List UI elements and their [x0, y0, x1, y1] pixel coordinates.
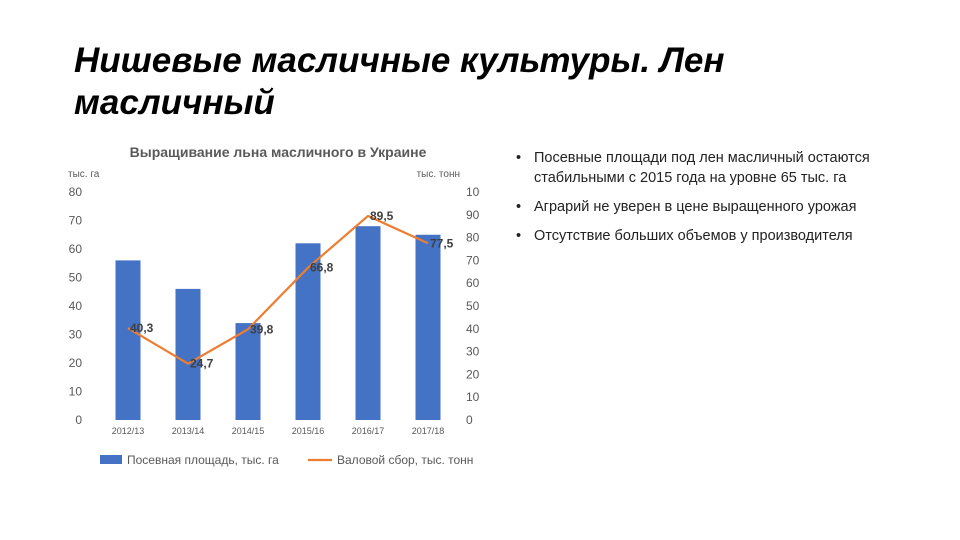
y-right-tick-label: 60	[466, 276, 480, 290]
x-tick-label: 2014/15	[232, 426, 265, 436]
x-tick-label: 2015/16	[292, 426, 325, 436]
y-right-tick-label: 0	[466, 413, 473, 427]
bar	[415, 234, 441, 420]
y-left-tick-label: 50	[69, 271, 83, 285]
data-label: 89,5	[370, 209, 394, 223]
y-right-tick-label: 90	[466, 208, 480, 222]
data-label: 24,7	[190, 357, 214, 371]
x-tick-label: 2013/14	[172, 426, 205, 436]
bullet-text: Аграрий не уверен в цене выращенного уро…	[534, 199, 857, 215]
slide-title: Нишевые масличные культуры. Лен масличны…	[74, 41, 725, 122]
bar	[115, 260, 141, 420]
data-label: 77,5	[430, 236, 454, 250]
bullet-item: • Отсутствие больших объемов у производит…	[514, 226, 894, 246]
y-right-tick-label: 40	[466, 322, 480, 336]
bar	[175, 288, 201, 420]
y-right-tick-label: 80	[466, 231, 480, 245]
data-label: 40,3	[130, 321, 154, 335]
x-tick-label: 2016/17	[352, 426, 385, 436]
bullet-dot-icon: •	[516, 199, 522, 215]
y-right-tick-label: 20	[466, 367, 480, 381]
x-tick-label: 2017/18	[412, 426, 445, 436]
x-tick-label: 2012/13	[112, 426, 145, 436]
y-left-tick-label: 80	[69, 185, 83, 199]
y-left-tick-label: 20	[69, 356, 83, 370]
y-right-tick-label: 50	[466, 299, 480, 313]
y-right-axis-label: тыс. тонн	[417, 169, 460, 180]
bullet-list: • Посевные площади под лен масличный оста…	[514, 148, 894, 255]
y-right-tick-label: 100	[466, 185, 480, 199]
series-line	[127, 214, 429, 365]
data-label: 66,8	[310, 261, 334, 275]
chart-title: Выращивание льна масличного в Украине	[130, 144, 427, 160]
y-right-tick-label: 30	[466, 345, 480, 359]
bullet-dot-icon: •	[516, 228, 522, 244]
bar	[355, 226, 381, 420]
bullet-dot-icon: •	[516, 150, 522, 166]
y-left-tick-label: 10	[69, 385, 83, 399]
chart: Выращивание льна масличного в Украине тыс…	[60, 130, 480, 480]
y-left-tick-label: 60	[69, 242, 83, 256]
bar	[235, 323, 261, 420]
bullet-item: • Аграрий не уверен в цене выращенного ур…	[514, 197, 894, 217]
legend-label: Посевная площадь, тыс. га	[127, 453, 279, 467]
legend-label: Валовой сбор, тыс. тонн	[337, 453, 473, 467]
y-left-tick-label: 0	[75, 413, 82, 427]
bullet-text: Отсутствие больших объемов у производите…	[534, 228, 853, 244]
bar	[295, 243, 321, 420]
y-left-tick-label: 30	[69, 328, 83, 342]
bullet-item: • Посевные площади под лен масличный оста…	[514, 148, 894, 188]
chart-svg: Выращивание льна масличного в Украине тыс…	[60, 130, 480, 480]
legend-swatch-bar	[100, 455, 122, 464]
bullet-text: Посевные площади под лен масличный остаю…	[534, 150, 870, 186]
y-left-tick-label: 40	[69, 299, 83, 313]
y-right-tick-label: 70	[466, 253, 480, 267]
y-left-axis-label: тыс. га	[68, 169, 100, 180]
y-left-tick-label: 70	[69, 214, 83, 228]
y-right-tick-label: 10	[466, 390, 480, 404]
data-label: 39,8	[250, 322, 274, 336]
